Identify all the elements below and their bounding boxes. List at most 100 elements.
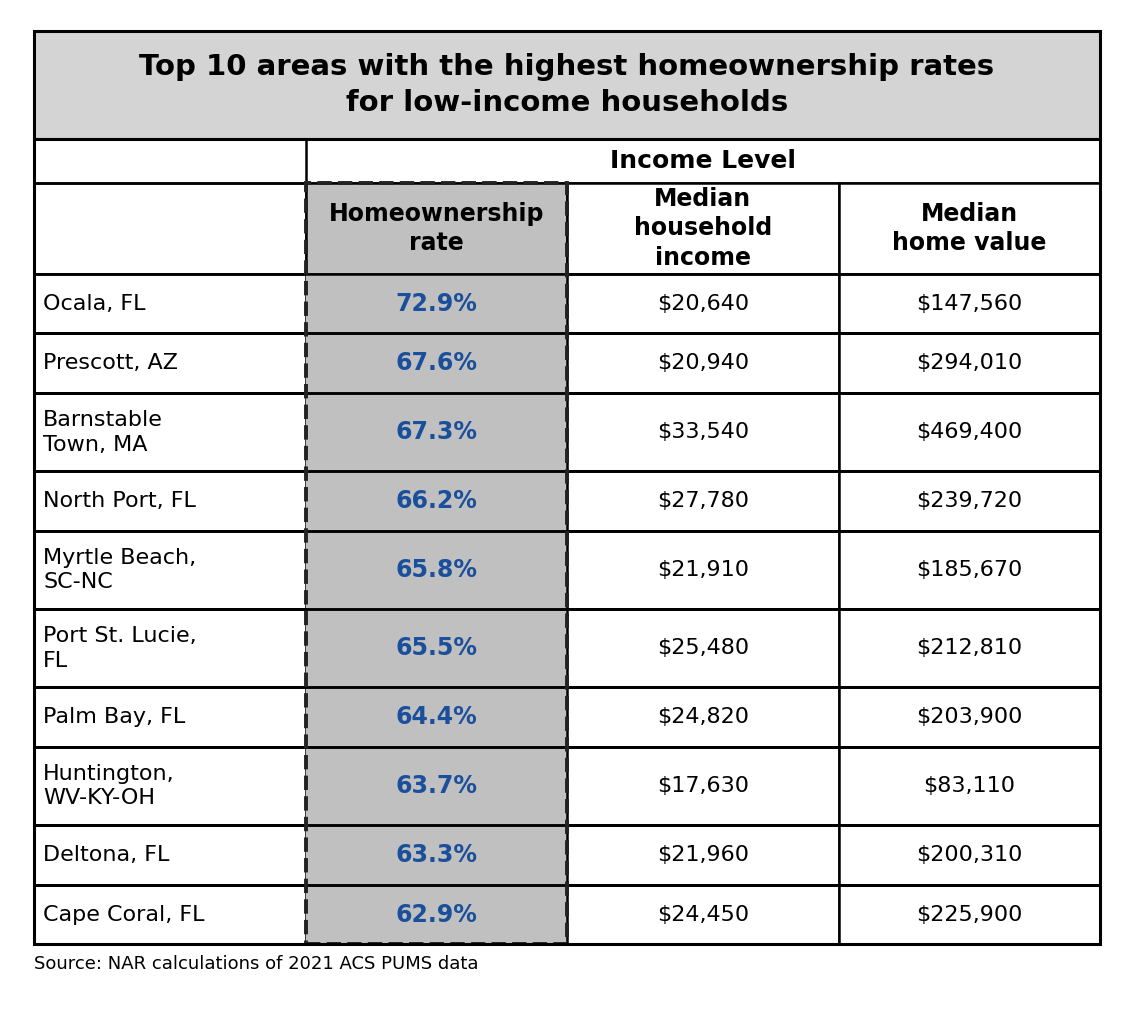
Bar <box>306 184 567 273</box>
Text: Source: NAR calculations of 2021 ACS PUMS data: Source: NAR calculations of 2021 ACS PUM… <box>34 955 479 973</box>
Text: $21,960: $21,960 <box>657 845 748 865</box>
Bar <box>306 472 567 530</box>
Text: $27,780: $27,780 <box>657 491 748 511</box>
Bar <box>306 687 567 747</box>
Text: 65.8%: 65.8% <box>396 558 477 582</box>
Bar <box>34 273 306 333</box>
Bar <box>306 273 567 333</box>
Text: 67.3%: 67.3% <box>396 420 477 444</box>
Text: Income Level: Income Level <box>610 149 796 173</box>
Text: 62.9%: 62.9% <box>396 903 477 927</box>
Text: Median
household
income: Median household income <box>634 187 772 270</box>
Bar <box>306 884 567 944</box>
Bar <box>839 184 1100 273</box>
Text: $469,400: $469,400 <box>916 422 1023 442</box>
Bar <box>567 393 839 472</box>
Bar <box>306 139 1100 184</box>
Text: Ocala, FL: Ocala, FL <box>43 293 145 314</box>
Text: $21,910: $21,910 <box>657 560 748 580</box>
Bar <box>34 609 306 687</box>
Bar <box>839 472 1100 530</box>
Text: $212,810: $212,810 <box>916 638 1023 658</box>
Text: Port St. Lucie,
FL: Port St. Lucie, FL <box>43 625 196 671</box>
Bar <box>306 393 567 472</box>
Text: $294,010: $294,010 <box>916 353 1023 374</box>
Bar <box>34 31 1100 139</box>
Bar <box>567 826 839 884</box>
Bar <box>306 184 567 944</box>
Bar <box>34 472 306 530</box>
Bar <box>34 826 1100 884</box>
Text: $24,820: $24,820 <box>657 707 748 728</box>
Bar <box>839 687 1100 747</box>
Text: Huntington,
WV-KY-OH: Huntington, WV-KY-OH <box>43 764 175 808</box>
Bar <box>567 609 839 687</box>
Text: $203,900: $203,900 <box>916 707 1023 728</box>
Bar <box>567 747 839 826</box>
Bar <box>34 333 1100 393</box>
Bar <box>567 687 839 747</box>
Text: 67.6%: 67.6% <box>396 351 477 376</box>
Bar <box>306 826 567 884</box>
Bar <box>567 472 839 530</box>
Bar <box>34 609 1100 687</box>
Text: $33,540: $33,540 <box>657 422 748 442</box>
Bar <box>839 609 1100 687</box>
Text: $225,900: $225,900 <box>916 905 1023 925</box>
Text: $25,480: $25,480 <box>657 638 748 658</box>
Bar <box>567 273 839 333</box>
Text: Palm Bay, FL: Palm Bay, FL <box>43 707 185 728</box>
Bar <box>34 747 306 826</box>
Bar <box>34 747 1100 826</box>
Text: 72.9%: 72.9% <box>396 292 477 316</box>
Text: 66.2%: 66.2% <box>396 489 477 513</box>
Bar <box>567 530 839 609</box>
Bar <box>567 333 839 393</box>
Text: North Port, FL: North Port, FL <box>43 491 196 511</box>
Text: 63.3%: 63.3% <box>396 843 477 867</box>
Bar <box>34 139 306 184</box>
Text: Barnstable
Town, MA: Barnstable Town, MA <box>43 410 163 454</box>
Text: $17,630: $17,630 <box>657 776 748 796</box>
Bar <box>34 139 1100 944</box>
Text: $200,310: $200,310 <box>916 845 1023 865</box>
Text: $239,720: $239,720 <box>916 491 1023 511</box>
Bar <box>567 184 839 273</box>
Bar <box>839 393 1100 472</box>
Text: $20,640: $20,640 <box>657 293 748 314</box>
Bar <box>34 530 1100 609</box>
Bar <box>839 273 1100 333</box>
Bar <box>34 826 306 884</box>
Text: Myrtle Beach,
SC-NC: Myrtle Beach, SC-NC <box>43 548 196 592</box>
Bar <box>567 884 839 944</box>
Text: $185,670: $185,670 <box>916 560 1023 580</box>
Bar <box>34 687 306 747</box>
Bar <box>34 472 1100 530</box>
Text: $147,560: $147,560 <box>916 293 1023 314</box>
Bar <box>34 333 306 393</box>
Bar <box>839 333 1100 393</box>
Bar <box>34 273 1100 333</box>
Bar <box>34 530 306 609</box>
Bar <box>34 393 1100 472</box>
Bar <box>34 393 306 472</box>
Bar <box>839 884 1100 944</box>
Bar <box>839 747 1100 826</box>
Text: Deltona, FL: Deltona, FL <box>43 845 169 865</box>
Text: Median
home value: Median home value <box>892 201 1047 255</box>
Bar <box>306 609 567 687</box>
Text: Cape Coral, FL: Cape Coral, FL <box>43 905 204 925</box>
Bar <box>34 884 1100 944</box>
Text: 64.4%: 64.4% <box>396 705 477 729</box>
Bar <box>34 884 306 944</box>
Text: Prescott, AZ: Prescott, AZ <box>43 353 178 374</box>
Text: 65.5%: 65.5% <box>396 636 477 660</box>
Bar <box>306 333 567 393</box>
Bar <box>34 184 306 273</box>
Text: 63.7%: 63.7% <box>396 774 477 798</box>
Bar <box>34 687 1100 747</box>
Text: Top 10 areas with the highest homeownership rates
for low-income households: Top 10 areas with the highest homeowners… <box>139 53 995 117</box>
Bar <box>839 826 1100 884</box>
Bar <box>839 530 1100 609</box>
Text: $20,940: $20,940 <box>657 353 748 374</box>
